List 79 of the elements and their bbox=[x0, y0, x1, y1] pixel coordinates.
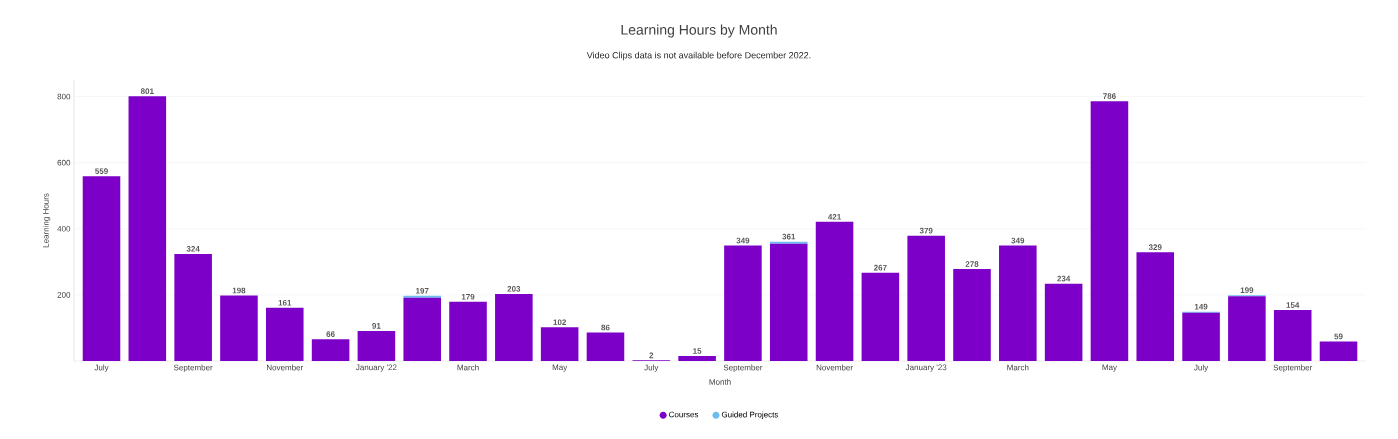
bar bbox=[1273, 310, 1312, 361]
total-label: 161 bbox=[278, 299, 292, 306]
x-tick-label: July bbox=[1194, 364, 1209, 372]
y-axis-title: Learning Hours bbox=[42, 193, 51, 248]
x-tick-label: January '22 bbox=[355, 364, 397, 372]
total-label: 786 bbox=[1103, 93, 1116, 99]
y-tick-label: 400 bbox=[57, 225, 71, 232]
y-tick-label: 600 bbox=[57, 159, 71, 166]
total-label: 278 bbox=[965, 261, 979, 267]
x-tick-label: September bbox=[1273, 364, 1313, 372]
total-label: 379 bbox=[919, 227, 933, 234]
total-label: 197 bbox=[416, 288, 429, 294]
bar bbox=[495, 293, 533, 361]
bar bbox=[1182, 312, 1220, 361]
legend-label: Courses bbox=[669, 411, 699, 418]
y-tick-label: 800 bbox=[57, 93, 71, 100]
total-label: 324 bbox=[186, 246, 200, 252]
total-label: 267 bbox=[873, 264, 887, 271]
bar bbox=[311, 339, 350, 361]
total-label: 234 bbox=[1057, 275, 1071, 282]
chart-subtitle: Video Clips data is not available before December 2022. bbox=[586, 51, 811, 61]
x-tick-label: July bbox=[644, 364, 659, 372]
bar bbox=[174, 253, 212, 361]
bar bbox=[82, 176, 121, 361]
bar bbox=[953, 269, 991, 361]
x-tick-label: March bbox=[457, 364, 479, 371]
bar bbox=[999, 245, 1037, 361]
total-label: 361 bbox=[782, 233, 796, 240]
total-label: 86 bbox=[601, 324, 610, 331]
total-label: 2 bbox=[649, 352, 654, 359]
x-tick-label: November bbox=[816, 364, 853, 371]
bar bbox=[357, 330, 396, 361]
total-label: 349 bbox=[736, 237, 750, 244]
x-tick-label: September bbox=[173, 364, 213, 372]
bar bbox=[540, 327, 579, 361]
bar bbox=[724, 245, 762, 361]
x-tick-label: May bbox=[1102, 364, 1117, 372]
bar bbox=[128, 96, 167, 361]
bar bbox=[1090, 101, 1129, 361]
total-label: 203 bbox=[507, 286, 521, 292]
total-label: 349 bbox=[1011, 237, 1025, 244]
bar bbox=[449, 301, 487, 361]
total-label: 149 bbox=[1194, 303, 1208, 310]
total-label: 15 bbox=[693, 348, 702, 354]
legend-label: Guided Projects bbox=[721, 411, 779, 420]
total-label: 199 bbox=[1240, 287, 1254, 293]
x-tick-label: November bbox=[266, 364, 304, 371]
total-label: 559 bbox=[95, 168, 108, 174]
bar bbox=[1136, 252, 1175, 361]
total-label: 59 bbox=[1334, 333, 1343, 340]
bar bbox=[220, 295, 258, 361]
bar bbox=[861, 272, 900, 361]
bar bbox=[815, 221, 854, 361]
bar bbox=[1319, 341, 1358, 361]
total-label: 329 bbox=[1148, 244, 1162, 251]
chart-title: Learning Hours by Month bbox=[621, 24, 777, 38]
bar bbox=[678, 356, 716, 361]
total-label: 154 bbox=[1286, 302, 1300, 308]
bar bbox=[907, 235, 945, 361]
total-label: 801 bbox=[140, 88, 154, 94]
bar bbox=[265, 307, 304, 361]
bar bbox=[403, 297, 441, 361]
total-label: 421 bbox=[828, 214, 841, 220]
x-tick-label: September bbox=[723, 364, 763, 372]
total-label: 66 bbox=[326, 331, 335, 337]
bar bbox=[1228, 296, 1266, 361]
total-label: 91 bbox=[372, 323, 381, 329]
x-tick-label: January '23 bbox=[905, 364, 947, 372]
total-label: 179 bbox=[461, 293, 475, 300]
x-tick-label: March bbox=[1007, 364, 1029, 371]
x-tick-label: July bbox=[94, 364, 109, 372]
x-axis-title: Month bbox=[709, 378, 731, 385]
x-tick-label: May bbox=[552, 364, 568, 372]
bar bbox=[586, 332, 625, 361]
y-tick-label: 200 bbox=[57, 292, 71, 298]
total-label: 198 bbox=[232, 287, 246, 294]
bar bbox=[1044, 283, 1083, 361]
total-label: 102 bbox=[553, 319, 567, 326]
bar bbox=[769, 243, 808, 361]
